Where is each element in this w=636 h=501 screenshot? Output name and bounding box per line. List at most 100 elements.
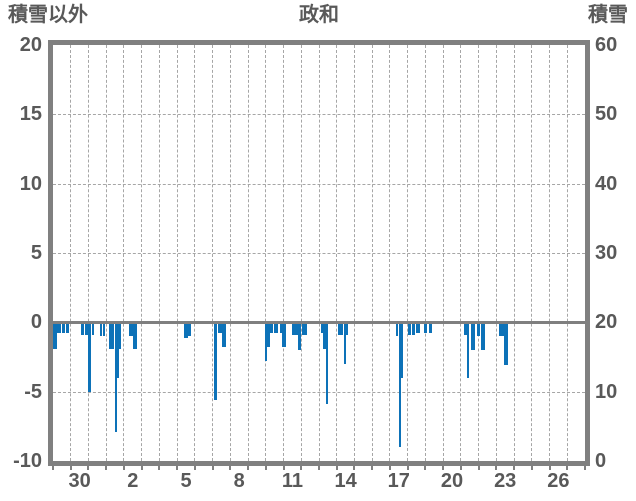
x-axis-tick-mark [584, 466, 586, 470]
left-axis-title: 積雪以外 [8, 4, 88, 26]
x-axis-tick-mark [513, 466, 516, 470]
x-axis-tick-mark [264, 466, 267, 470]
x-axis-tick-mark [406, 466, 409, 470]
bar [476, 324, 481, 337]
bar [407, 324, 411, 335]
right-axis-tick-label: 10 [595, 380, 618, 403]
x-axis-tick-label: 11 [281, 470, 303, 492]
bar [400, 324, 403, 378]
bar [396, 324, 399, 337]
bar [108, 324, 112, 349]
bar [184, 324, 188, 338]
x-axis-tick-mark [371, 466, 374, 470]
x-axis-tick-label: 8 [233, 470, 245, 492]
left-axis-tick-label: 20 [19, 34, 42, 56]
bar [504, 324, 509, 366]
x-axis-tick-mark [87, 466, 90, 470]
x-axis-tick-label: 23 [494, 470, 517, 492]
bar [297, 324, 302, 351]
x-axis-tick-mark [548, 466, 551, 470]
x-axis-tick-mark [318, 466, 320, 470]
x-axis-tick-label: 5 [180, 470, 192, 492]
x-axis-tick-mark [122, 466, 125, 470]
bar [264, 324, 268, 362]
x-axis-tick-mark [442, 466, 445, 470]
x-axis-tick-mark [69, 466, 72, 470]
x-axis-tick-label: 2 [127, 470, 139, 492]
bar [80, 324, 85, 335]
bar [274, 324, 278, 334]
bar [269, 324, 274, 334]
bar [53, 324, 57, 349]
bar [416, 324, 420, 334]
right-axis-tick-label: 60 [595, 34, 618, 56]
left-axis-tick-label: 5 [30, 242, 42, 264]
bar [187, 324, 191, 337]
bar [65, 324, 69, 334]
bar [481, 324, 485, 351]
value-gridline [53, 114, 585, 116]
x-axis-tick-mark [353, 466, 356, 470]
bar [119, 324, 122, 349]
bar [57, 324, 61, 334]
right-axis-tick-label: 30 [595, 242, 618, 264]
x-axis-tick-mark [459, 466, 462, 470]
x-axis-tick-label: 17 [387, 470, 410, 492]
bar [91, 324, 94, 335]
x-axis-tick-mark [282, 466, 285, 470]
bar [61, 324, 65, 334]
bar [291, 324, 295, 335]
chart-title: 政和 [299, 4, 339, 26]
bar [221, 324, 226, 348]
left-axis-tick-label: 0 [30, 311, 42, 334]
bar [340, 324, 344, 335]
bar [99, 324, 103, 337]
x-axis-tick-label: 30 [68, 470, 91, 492]
x-axis-tick-mark [495, 466, 498, 470]
x-axis-tick-mark [477, 466, 480, 470]
bar [467, 324, 470, 378]
x-axis-tick-label: 20 [440, 470, 464, 492]
x-axis-tick-mark [176, 466, 179, 470]
value-gridline [53, 183, 585, 185]
x-axis-tick-mark [300, 466, 303, 470]
left-axis-tick-label: -10 [13, 450, 42, 472]
bar [294, 324, 298, 335]
value-gridline [53, 391, 585, 393]
x-axis-tick-mark [193, 466, 196, 470]
bar [114, 324, 117, 432]
bar [282, 324, 286, 348]
x-axis-tick-mark [424, 466, 427, 470]
x-axis-tick-mark [335, 466, 338, 470]
right-axis-tick-label: 20 [595, 311, 618, 334]
bar [102, 324, 105, 337]
x-axis-tick-mark [211, 466, 214, 470]
right-axis-tick-label: 0 [595, 450, 607, 472]
bar [117, 324, 120, 378]
x-axis-tick-mark [388, 466, 391, 470]
x-axis-tick-mark [566, 466, 569, 470]
value-gridline [53, 253, 585, 254]
bar [463, 324, 467, 335]
x-axis-tick-mark [158, 466, 161, 470]
x-axis-tick-mark [229, 466, 232, 470]
bar [337, 324, 341, 335]
bar [129, 324, 133, 337]
x-axis-tick-label: 26 [547, 470, 570, 492]
bar [398, 324, 401, 448]
bar [267, 324, 270, 348]
bar [323, 324, 326, 349]
right-axis-tick-label: 50 [595, 103, 618, 126]
bar [213, 324, 217, 400]
zero-line [53, 320, 585, 324]
plot-area [53, 45, 585, 461]
right-axis-title: 積雪 [588, 4, 628, 26]
left-axis-tick-label: 10 [19, 172, 42, 195]
bar [428, 324, 433, 334]
x-axis-tick-label: 14 [334, 470, 357, 492]
bar [112, 324, 115, 349]
bar [84, 324, 88, 335]
bar [423, 324, 427, 334]
bar [411, 324, 415, 335]
